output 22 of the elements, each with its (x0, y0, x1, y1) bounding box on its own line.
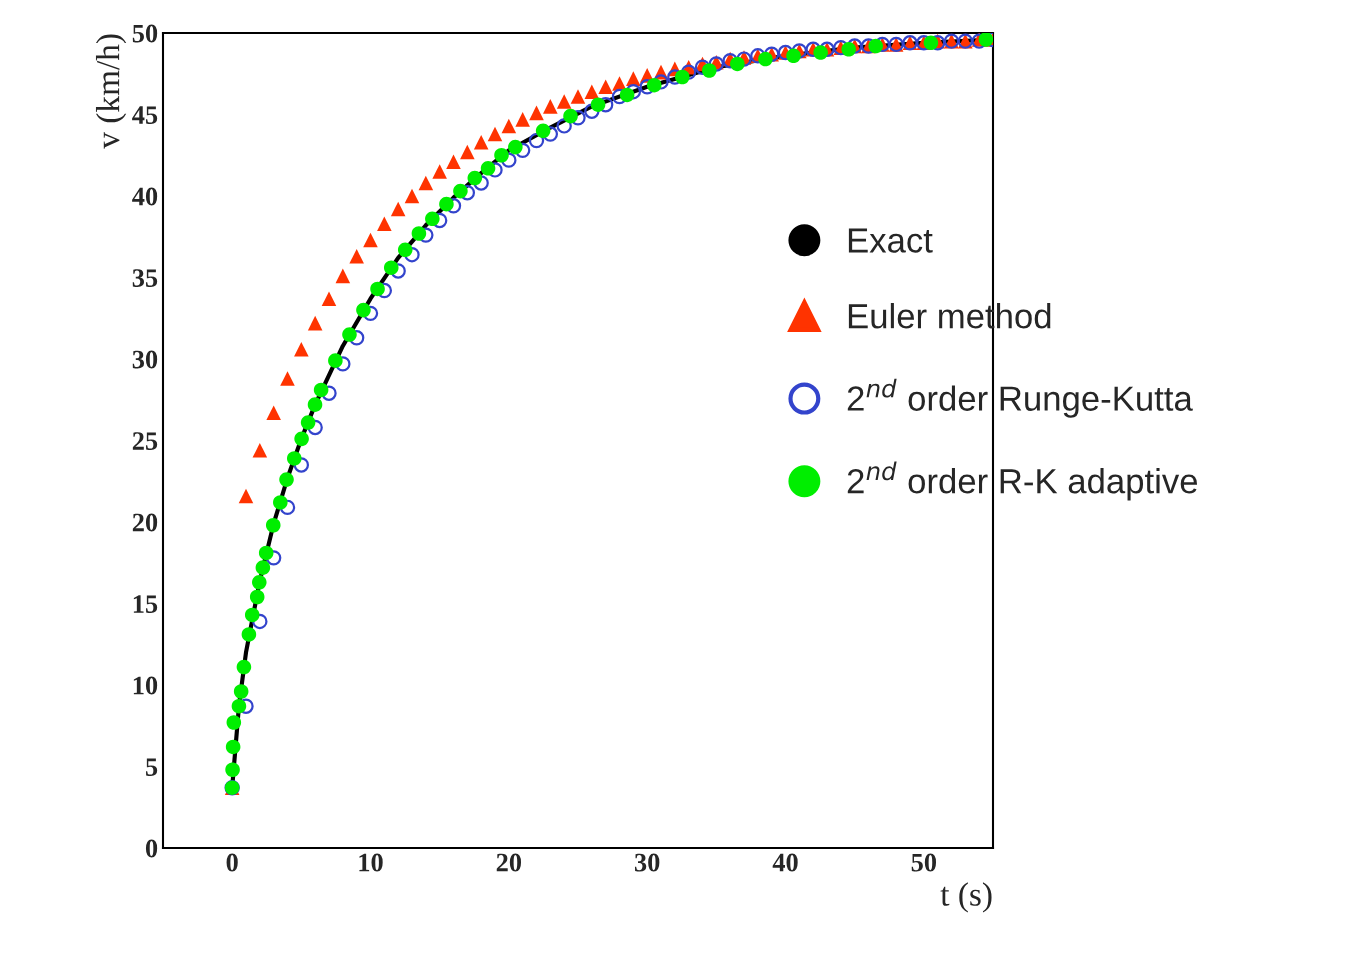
y-tick-label: 15 (133, 595, 158, 613)
y-tick-label: 30 (132, 350, 158, 369)
y-tick-label: 5 (146, 758, 158, 776)
x-axis-title: t (s) (940, 882, 992, 913)
legend-label: Exact (848, 228, 933, 253)
y-tick-label: 50 (132, 24, 158, 43)
legend-label: 2$^{nd}$ order R-K adaptive (847, 461, 1198, 501)
y-tick-label: 40 (132, 187, 158, 206)
y-axis-title: v (km/h) (95, 34, 127, 149)
x-tick-label: 20 (496, 853, 522, 872)
y-tick-label: 10 (133, 676, 158, 695)
y-tick-label: 35 (132, 269, 158, 287)
y-tick-label: 0 (145, 839, 158, 858)
x-tick-label: 40 (772, 853, 798, 872)
y-tick-label: 20 (132, 513, 158, 532)
y-tick-label: 45 (132, 106, 158, 124)
x-tick-label: 0 (226, 853, 238, 872)
x-tick-label: 30 (634, 853, 660, 872)
x-tick-label: 10 (359, 853, 383, 872)
y-tick-label: 25 (132, 432, 158, 450)
x-tick-label: 50 (911, 853, 937, 872)
legend-label: 2$^{nd}$ order Runge-Kutta (847, 378, 1193, 418)
